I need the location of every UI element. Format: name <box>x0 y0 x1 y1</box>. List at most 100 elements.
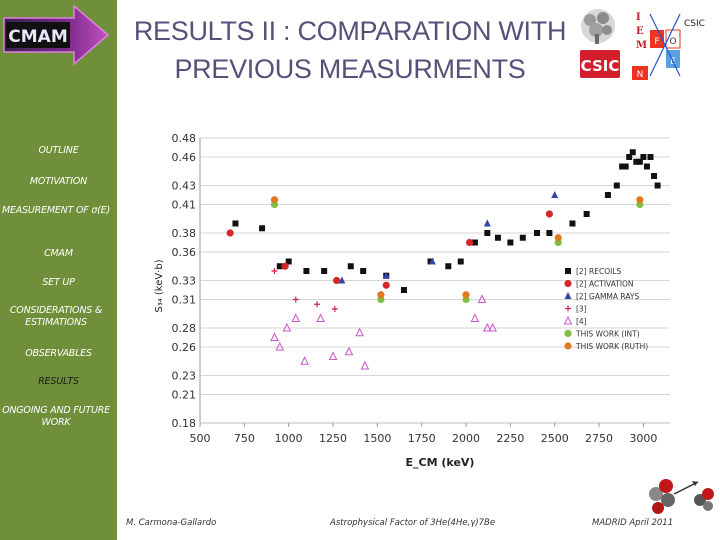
data-point <box>643 163 650 170</box>
data-point <box>303 268 310 274</box>
data-point <box>275 341 285 351</box>
y-tick-label: 0.41 <box>172 199 197 212</box>
svg-text:M: M <box>636 40 647 51</box>
nav-observables[interactable]: OBSERVABLES <box>25 348 92 359</box>
data-point <box>331 306 338 312</box>
iem-logo: I E M F O E N CSIC <box>632 12 705 80</box>
x-tick-label: 1000 <box>275 432 303 445</box>
data-point <box>604 192 611 198</box>
data-point <box>569 220 576 227</box>
csic-badge <box>580 50 620 78</box>
nav-results[interactable]: RESULTS <box>38 376 79 387</box>
cmam-logo: CMAM <box>3 4 110 66</box>
y-tick-label: 0.38 <box>172 227 197 240</box>
csic-small-label: CSIC <box>684 19 705 29</box>
data-point <box>462 291 470 299</box>
nav-motivation[interactable]: MOTIVATION <box>29 176 88 187</box>
footer-author: M. Carmona-Gallardo <box>126 518 217 528</box>
data-point <box>488 322 497 332</box>
data-point <box>629 149 636 156</box>
nav-cmam[interactable]: CMAM <box>44 248 73 259</box>
data-point <box>636 196 644 204</box>
y-axis-label: S₃₄ (keV·b) <box>154 259 165 312</box>
data-point <box>300 356 309 365</box>
sidebar: CMAM OUTLINE MOTIVATION MEASUREMENT OF σ… <box>0 0 117 540</box>
molecule-icon <box>649 479 714 514</box>
data-point <box>428 257 436 265</box>
data-point <box>332 276 341 285</box>
nav-outline[interactable]: OUTLINE <box>38 145 79 156</box>
x-tick-label: 1250 <box>319 432 347 445</box>
data-point <box>554 234 562 242</box>
data-point <box>232 220 239 227</box>
data-point <box>271 268 278 274</box>
y-tick-label: 0.43 <box>172 180 197 193</box>
y-tick-label: 0.31 <box>172 294 197 307</box>
data-point <box>316 313 325 322</box>
data-point <box>551 191 559 198</box>
y-tick-label: 0.18 <box>172 417 197 430</box>
y-tick-label: 0.33 <box>172 275 197 288</box>
data-point <box>483 219 491 227</box>
nav-ongoing[interactable]: ONGOING AND FUTURE WORK <box>2 405 110 428</box>
data-point <box>276 263 283 270</box>
title-line-1: RESULTS II : COMPARATION WITH <box>133 16 567 46</box>
data-point <box>445 263 452 270</box>
data-point <box>291 313 301 322</box>
legend-marker <box>564 342 572 350</box>
sidebar-separator <box>117 0 120 540</box>
legend-marker <box>564 292 572 299</box>
data-point <box>259 225 266 232</box>
nav-measurement[interactable]: MEASUREMENT OF σ(E) <box>1 205 110 216</box>
institute-logos: CSIC I E M F O E N CSIC <box>580 9 705 80</box>
y-tick-label: 0.26 <box>172 341 197 354</box>
x-tick-label: 2750 <box>585 432 613 445</box>
legend-marker <box>564 279 572 288</box>
nav-considerations[interactable]: CONSIDERATIONS & ESTIMATIONS <box>9 305 103 328</box>
data-point <box>633 158 640 165</box>
legend-label: [2] GAMMA RAYS <box>576 292 639 301</box>
footer-topic: Astrophysical Factor of 3He(4He,γ)7Be <box>330 518 496 528</box>
x-tick-label: 750 <box>234 432 255 445</box>
data-points <box>226 149 661 370</box>
data-point <box>626 154 633 160</box>
data-point <box>382 271 390 279</box>
data-point <box>465 238 474 247</box>
data-point <box>483 322 492 332</box>
data-point <box>507 239 514 246</box>
y-tick-label: 0.28 <box>172 322 197 335</box>
data-point <box>477 294 487 303</box>
data-point <box>519 234 526 241</box>
data-point <box>484 230 491 236</box>
slide-title: RESULTS II : COMPARATION WITH PREVIOUS M… <box>120 12 580 88</box>
data-point <box>545 210 553 218</box>
logo-text: CMAM <box>8 27 67 47</box>
data-point <box>651 173 658 179</box>
x-tick-label: 1750 <box>408 432 436 445</box>
data-point <box>360 360 370 370</box>
data-point <box>583 211 590 217</box>
data-point <box>338 276 346 284</box>
x-tick-label: 2500 <box>541 432 569 445</box>
data-point <box>622 163 629 170</box>
legend-marker <box>565 305 571 312</box>
data-point <box>470 313 480 322</box>
chart-grid <box>199 137 670 427</box>
chart-legend: [2] RECOILS [2] ACTIVATION [2] GAMMA RAYS [… <box>563 267 648 351</box>
data-point <box>613 182 620 189</box>
data-point <box>654 182 661 189</box>
data-point <box>314 301 321 308</box>
legend-label: THIS WORK (RUTH) <box>575 342 648 351</box>
svg-text:F: F <box>654 37 659 47</box>
comparison-chart: 0.18 0.21 0.23 0.26 0.28 0.31 0.33 0.36 0.38 0.41… <box>154 132 670 469</box>
svg-text:O: O <box>669 37 676 47</box>
legend-label: [4] <box>576 317 587 326</box>
data-point <box>281 262 289 270</box>
svg-text:E: E <box>636 26 644 37</box>
nav-setup[interactable]: SET UP <box>42 277 75 288</box>
data-point <box>270 196 279 204</box>
data-point <box>377 291 385 299</box>
data-point <box>400 287 407 293</box>
data-point <box>360 268 367 274</box>
legend-marker <box>563 315 573 325</box>
